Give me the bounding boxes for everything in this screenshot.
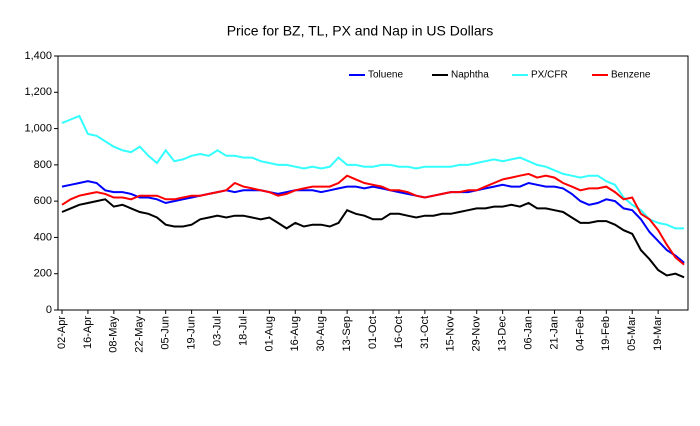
x-tick-label: 02-Apr	[56, 316, 68, 349]
y-tick-label: 1,200	[24, 86, 52, 98]
y-tick-label: 200	[34, 268, 52, 280]
y-tick-label: 600	[34, 195, 52, 207]
y-tick-label: 400	[34, 231, 52, 243]
y-tick-label: 0	[46, 304, 52, 316]
series-line	[61, 114, 685, 230]
x-tick-label: 29-Nov	[471, 316, 483, 352]
x-tick-label: 19-Feb	[600, 316, 612, 351]
x-tick-label: 01-Aug	[263, 316, 275, 351]
x-tick-label: 13-Dec	[497, 316, 509, 352]
x-tick-label: 08-May	[108, 316, 120, 353]
plot-frame	[57, 55, 689, 311]
x-tick-label: 05-Jun	[160, 316, 172, 350]
x-tick-label: 19-Mar	[652, 316, 664, 351]
x-tick-label: 06-Jan	[522, 316, 534, 350]
x-tick-label: 21-Jan	[548, 316, 560, 350]
chart-title: Price for BZ, TL, PX and Nap in US Dolla…	[227, 23, 494, 39]
x-tick-label: 05-Mar	[626, 316, 638, 351]
series-line	[61, 198, 685, 279]
y-tick-label: 1,000	[24, 122, 52, 134]
x-tick-label: 19-Jun	[186, 316, 198, 350]
series-line	[61, 172, 685, 266]
x-tick-label: 18-Jul	[237, 316, 249, 346]
y-tick-label: 1,400	[24, 50, 52, 62]
x-tick-label: 16-Oct	[393, 316, 405, 349]
series-line	[61, 180, 685, 264]
y-tick-label: 800	[34, 159, 52, 171]
x-tick-label: 13-Sep	[341, 316, 353, 351]
legend-label: PX/CFR	[531, 70, 568, 81]
x-tick-label: 03-Jul	[211, 316, 223, 346]
legend-label: Toluene	[368, 70, 403, 81]
legend-label: Naphtha	[451, 70, 489, 81]
x-tick-label: 22-May	[134, 316, 146, 353]
x-tick-label: 15-Nov	[445, 316, 457, 352]
x-tick-label: 01-Oct	[367, 316, 379, 349]
x-tick-label: 31-Oct	[419, 316, 431, 349]
x-tick-label: 30-Aug	[315, 316, 327, 351]
x-tick-label: 16-Aug	[289, 316, 301, 351]
x-tick-label: 16-Apr	[82, 316, 94, 349]
x-tick-label: 04-Feb	[574, 316, 586, 351]
legend-label: Benzene	[611, 70, 651, 81]
